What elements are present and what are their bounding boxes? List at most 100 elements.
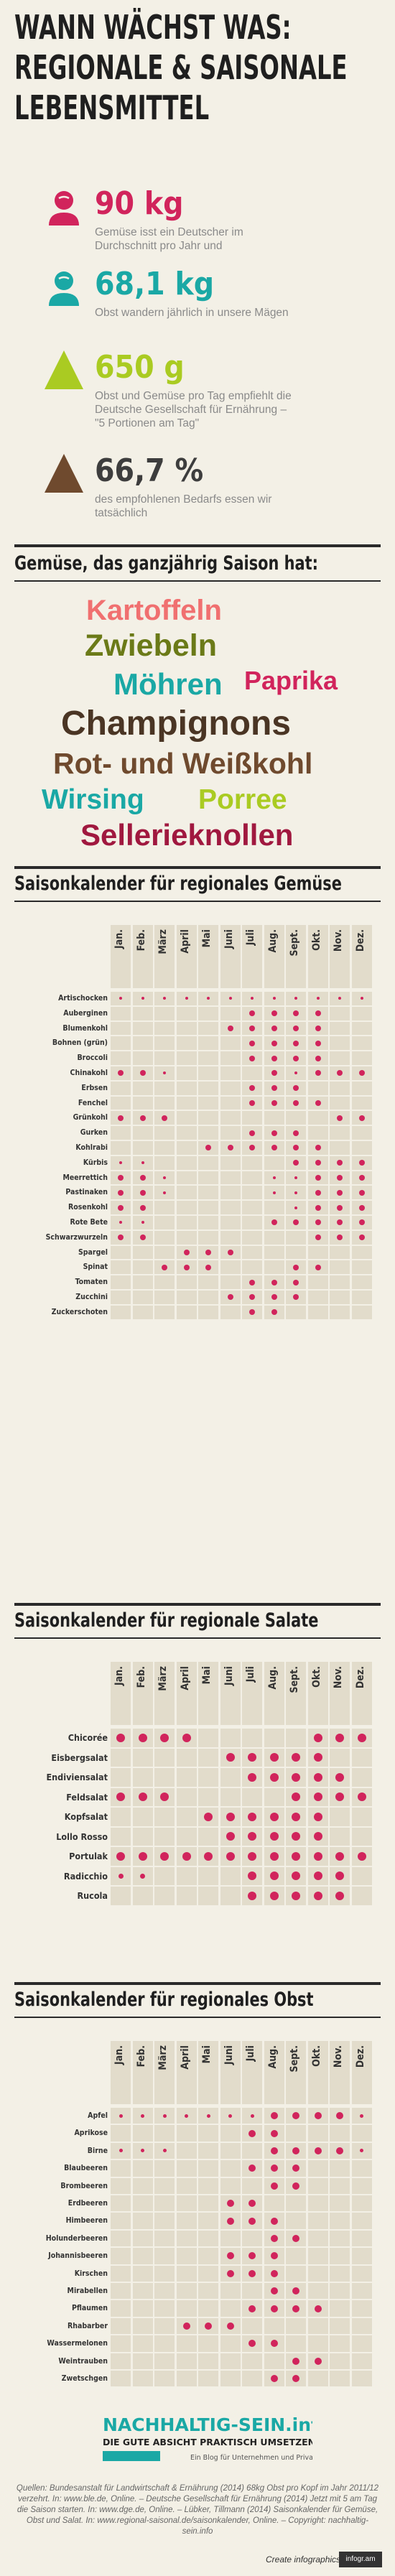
month-cell [264,1096,284,1110]
month-cell [264,1141,284,1155]
season-dot-full [248,1891,256,1900]
month-cell [330,1201,350,1214]
month-cell [351,2248,372,2264]
season-dot-full [270,2340,278,2348]
month-cell [132,2283,153,2300]
month-cell [242,1111,262,1125]
row-label: Holunderbeeren [45,2233,108,2243]
table-row: Auberginen [0,1006,395,1021]
month-cell [176,1748,197,1767]
season-dot-full [293,1160,299,1166]
month-cell [132,1186,153,1200]
triangle-icon [45,350,83,389]
month-cell [330,2142,350,2159]
month-header: Nov. [328,2041,350,2104]
month-cell [286,992,306,1005]
month-cell [264,1156,284,1170]
season-dot-partial [162,2114,167,2118]
month-cell [220,1230,241,1245]
month-cell [198,1866,218,1885]
month-cell [198,1305,218,1319]
season-dot-full [139,1204,146,1211]
month-cell [286,1036,306,1051]
month-cell [351,2300,372,2317]
stat-text: Obst und Gemüse pro Tag empfiehlt die De… [95,390,292,429]
row-label: Bohnen (grün) [52,1038,108,1048]
month-header: Mai [197,925,218,988]
month-cell [307,1111,328,1125]
season-dot-full [271,1085,277,1092]
month-cell [176,2125,197,2142]
month-label: Aug. [266,1666,279,1690]
month-cell [307,1006,328,1020]
season-dot-full [293,1085,299,1092]
divider [14,1982,381,1985]
month-header: Okt. [306,2041,328,2104]
season-dot-full [335,1891,344,1900]
logo-slogan-text: DIE GUTE ABSICHT PRAKTISCH UMSETZEN [103,2437,312,2447]
month-cell [111,1096,131,1110]
site-logo[interactable]: NACHHALTIG-SEIN.info DIE GUTE ABSICHT PR… [97,2409,312,2473]
month-cell [242,1186,262,1200]
month-cell [176,1201,197,1214]
month-label: Juni [223,2045,235,2065]
season-dot-full [271,1099,277,1106]
month-label: Dez. [354,1666,366,1689]
month-cell [154,1808,175,1826]
month-cell [198,1096,218,1110]
month-cell [307,1887,328,1905]
month-header: März [153,925,175,988]
month-cell [351,992,372,1005]
season-dot-full [358,1219,365,1226]
season-dot-full [292,1871,300,1881]
season-dot-full [248,1812,256,1821]
season-dot-full [270,2287,278,2295]
create-infographics-link[interactable]: Create infographics [266,2554,341,2565]
month-cell [198,1126,218,1140]
month-cell [154,1748,175,1767]
month-cell [198,1051,218,1065]
row-label: Radicchio [63,1870,108,1882]
month-cell [132,2125,153,2142]
month-cell [132,2317,153,2335]
infogram-badge[interactable]: infogr.am [339,2552,382,2567]
row-label: Blumenkohl [62,1023,108,1033]
table-row: Mirabellen [0,2282,395,2300]
month-cell [132,2108,153,2124]
month-cell [132,1291,153,1304]
month-label: Juli [245,929,256,946]
month-cell [330,2213,350,2229]
month-cell [132,1808,153,1826]
month-cell [307,2371,328,2387]
season-dot-full [292,2357,299,2365]
month-cell [242,1245,262,1260]
month-cell [176,1827,197,1846]
month-cell [111,1275,131,1289]
month-cell [264,992,284,1005]
month-cell [220,1141,241,1155]
season-dot-full [315,1025,321,1031]
month-label: Feb. [135,2045,147,2068]
month-cell [286,1847,306,1866]
season-dot-full [138,1792,147,1802]
month-cell [242,2177,262,2194]
season-dot-partial [294,997,297,1000]
season-dot-full [249,1130,255,1136]
row-label: Portulak [69,1851,108,1861]
month-cell [198,2300,218,2317]
stat-value: 66,7 % [95,452,204,489]
table-row: Pflaumen [0,2300,395,2317]
season-dot-full [314,2112,322,2120]
season-dot-full [248,2129,256,2137]
season-dot-full [162,1115,167,1121]
month-cell [242,2335,262,2352]
month-cell [330,1066,350,1080]
month-label: Jan. [113,2045,125,2065]
month-cell [307,1768,328,1787]
month-cell [132,1171,153,1185]
month-cell [198,1729,218,1747]
season-dot-full [249,1279,255,1285]
month-cell [330,1111,350,1125]
season-dot-full [313,1772,322,1782]
month-cell [154,1866,175,1885]
